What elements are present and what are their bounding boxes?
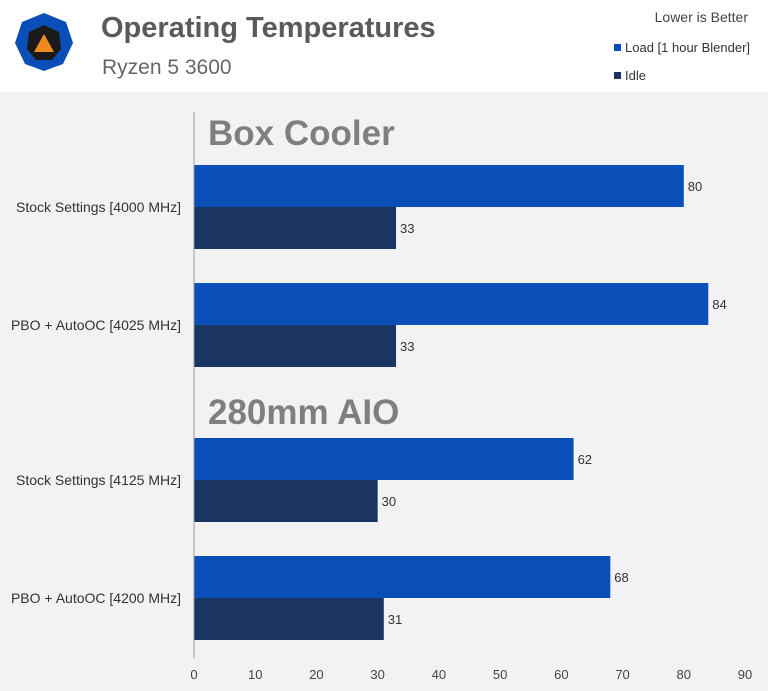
value-label: 68 xyxy=(614,570,628,585)
value-label: 33 xyxy=(400,221,414,236)
chart-header: Operating Temperatures Ryzen 5 3600 Lowe… xyxy=(0,0,768,92)
group-title: Box Cooler xyxy=(208,114,395,153)
category-label: PBO + AutoOC [4025 MHz] xyxy=(11,317,181,333)
value-label: 62 xyxy=(578,452,592,467)
load-bar xyxy=(194,556,611,598)
x-tick-label: 30 xyxy=(370,667,384,682)
category-label: Stock Settings [4000 MHz] xyxy=(16,199,181,215)
value-label: 31 xyxy=(388,612,402,627)
load-bar xyxy=(194,438,574,480)
legend-label-load: Load [1 hour Blender] xyxy=(625,40,751,55)
value-label: 33 xyxy=(400,339,414,354)
legend-swatch-idle xyxy=(614,72,621,79)
x-tick-label: 60 xyxy=(554,667,568,682)
group-title: 280mm AIO xyxy=(208,393,399,432)
load-bar xyxy=(194,283,709,325)
x-tick-label: 10 xyxy=(248,667,262,682)
x-tick-label: 0 xyxy=(190,667,197,682)
x-tick-label: 70 xyxy=(615,667,629,682)
idle-bar xyxy=(194,325,397,367)
value-label: 80 xyxy=(688,179,702,194)
bar-chart: Box Cooler Stock Settings [4000 MHz] 80 33 P… xyxy=(11,112,752,682)
x-tick-label: 40 xyxy=(432,667,446,682)
x-tick-label: 20 xyxy=(309,667,323,682)
legend-label-idle: Idle xyxy=(625,68,646,83)
x-tick-label: 50 xyxy=(493,667,507,682)
legend-swatch-load xyxy=(614,44,621,51)
category-label: Stock Settings [4125 MHz] xyxy=(16,472,181,488)
lower-is-better-note: Lower is Better xyxy=(654,9,748,25)
value-label: 30 xyxy=(382,494,396,509)
legend-item-idle: Idle xyxy=(614,68,646,83)
chart-subtitle: Ryzen 5 3600 xyxy=(102,56,232,79)
load-bar xyxy=(194,165,684,207)
x-tick-label: 80 xyxy=(677,667,691,682)
value-label: 84 xyxy=(712,297,726,312)
chart-title: Operating Temperatures xyxy=(101,12,436,44)
legend-item-load: Load [1 hour Blender] xyxy=(614,40,750,55)
idle-bar xyxy=(194,480,378,522)
x-tick-label: 90 xyxy=(738,667,752,682)
idle-bar xyxy=(194,598,384,640)
techspot-logo-icon xyxy=(15,13,73,71)
category-label: PBO + AutoOC [4200 MHz] xyxy=(11,590,181,606)
idle-bar xyxy=(194,207,397,249)
